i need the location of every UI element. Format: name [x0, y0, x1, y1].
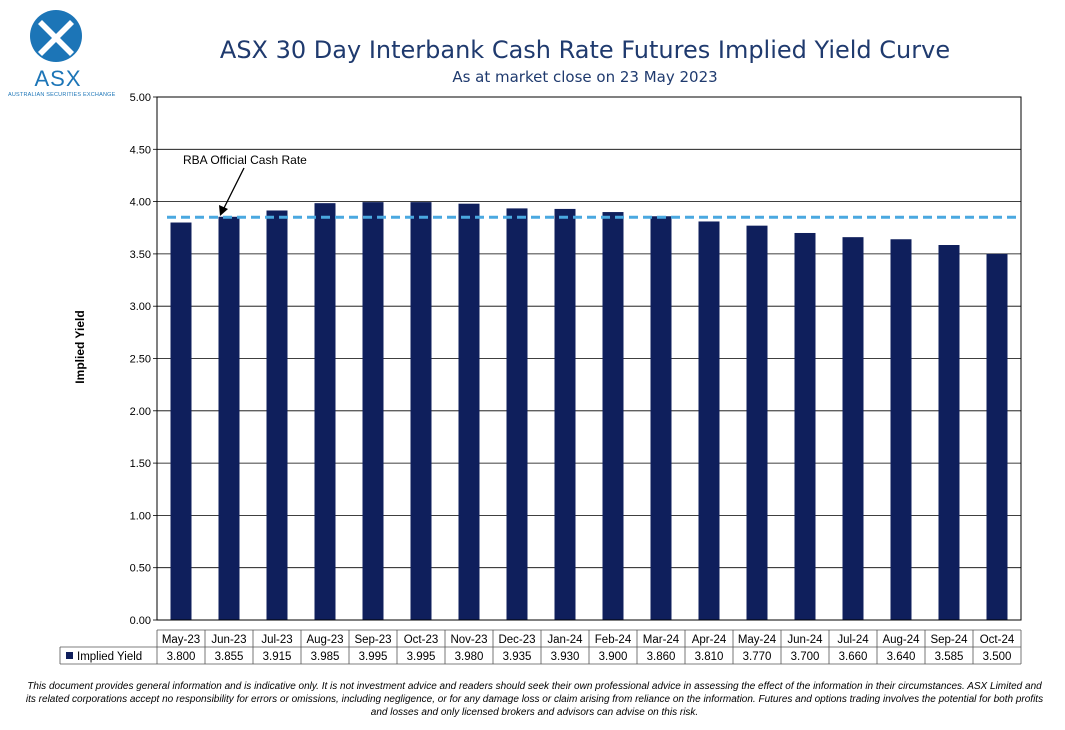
- bar: [314, 203, 336, 620]
- bar: [170, 222, 192, 620]
- reference-line-label: RBA Official Cash Rate: [183, 153, 307, 167]
- x-tick-label: May-24: [738, 634, 777, 646]
- data-table-value: 3.585: [935, 651, 964, 663]
- data-table-value: 3.810: [695, 651, 724, 663]
- data-table-value: 3.500: [983, 651, 1012, 663]
- bar: [458, 203, 480, 620]
- y-tick-label: 2.50: [130, 354, 151, 366]
- bar: [698, 221, 720, 620]
- y-tick-label: 3.50: [130, 249, 151, 261]
- bar: [938, 245, 960, 620]
- logo-subtitle: AUSTRALIAN SECURITIES EXCHANGE: [8, 92, 116, 98]
- gridlines: [153, 96, 1021, 621]
- bar-chart: 0.00 0.50 1.00 1.50 2.00 2.50 3.00 3.50 4.00 4.50…: [59, 92, 1022, 665]
- data-table-value: 3.995: [359, 651, 388, 663]
- data-table-value: 3.660: [839, 651, 868, 663]
- bar: [746, 225, 768, 620]
- x-tick-label: Jul-24: [837, 634, 869, 646]
- x-tick-label: Feb-24: [595, 634, 632, 646]
- data-table-value: 3.915: [263, 651, 292, 663]
- disclaimer: This document provides general informati…: [25, 681, 1044, 718]
- reference-arrow: [219, 167, 245, 216]
- bar: [890, 239, 912, 621]
- y-tick-label: 5.00: [130, 92, 151, 104]
- bar: [554, 208, 576, 620]
- x-tick-label: Nov-23: [450, 634, 487, 646]
- data-table-value: 3.700: [791, 651, 820, 663]
- x-tick-label: Sep-23: [354, 634, 391, 646]
- data-table-value: 3.935: [503, 651, 532, 663]
- asx-globe-icon: [30, 10, 82, 62]
- bar: [650, 216, 672, 620]
- bar: [218, 216, 240, 620]
- x-tick-label: Oct-24: [980, 634, 1015, 646]
- data-table-value: 3.860: [647, 651, 676, 663]
- bar: [986, 253, 1008, 620]
- legend-label: Implied Yield: [77, 651, 142, 663]
- bars: [170, 202, 1008, 621]
- y-tick-label: 0.50: [130, 563, 151, 575]
- bar: [602, 212, 624, 620]
- x-tick-label: Jan-24: [547, 634, 583, 646]
- data-table-value: 3.930: [551, 651, 580, 663]
- bar: [842, 237, 864, 620]
- data-table-value: 3.900: [599, 651, 628, 663]
- x-tick-label: Sep-24: [930, 634, 968, 646]
- bar: [506, 208, 528, 621]
- x-tick-label: Jul-23: [261, 634, 292, 646]
- x-tick-label: May-23: [162, 634, 200, 646]
- bar: [266, 210, 288, 620]
- data-table-value: 3.770: [743, 651, 772, 663]
- y-tick-label: 3.00: [130, 301, 151, 313]
- x-tick-label: Aug-24: [882, 634, 920, 646]
- bar: [794, 232, 816, 621]
- bar: [362, 202, 384, 621]
- legend-swatch: [66, 652, 73, 659]
- bar: [410, 202, 432, 621]
- y-tick-label: 1.50: [130, 458, 151, 470]
- data-table-value: 3.800: [167, 651, 196, 663]
- plot-area: [156, 96, 1022, 621]
- logo-wordmark: ASX: [34, 66, 82, 91]
- y-tick-label: 0.00: [130, 615, 151, 627]
- data-table-value: 3.980: [455, 651, 484, 663]
- x-tick-label: Jun-23: [211, 634, 246, 646]
- chart-title: ASX 30 Day Interbank Cash Rate Futures I…: [219, 36, 951, 64]
- y-tick-label: 2.00: [130, 406, 151, 418]
- chart-subtitle: As at market close on 23 May 2023: [452, 68, 718, 86]
- data-table-value: 3.985: [311, 651, 340, 663]
- data-table-value: 3.640: [887, 651, 916, 663]
- asx-logo: ASX AUSTRALIAN SECURITIES EXCHANGE: [8, 8, 116, 100]
- y-tick-labels: 0.00 0.50 1.00 1.50 2.00 2.50 3.00 3.50 4.00 4.50…: [130, 92, 151, 627]
- y-tick-label: 4.50: [130, 144, 151, 156]
- x-tick-label: Apr-24: [692, 634, 727, 646]
- x-tick-label: Aug-23: [306, 634, 343, 646]
- data-table: Implied Yield May-23 3.800 Jun-23 3.855 Jul-2…: [59, 629, 1022, 665]
- x-tick-label: Jun-24: [787, 634, 823, 646]
- y-tick-label: 4.00: [130, 197, 151, 209]
- y-tick-label: 1.00: [130, 510, 151, 522]
- x-tick-label: Mar-24: [643, 634, 680, 646]
- x-tick-label: Dec-23: [498, 634, 535, 646]
- x-tick-label: Oct-23: [404, 634, 439, 646]
- data-table-value: 3.855: [215, 651, 244, 663]
- data-table-value: 3.995: [407, 651, 436, 663]
